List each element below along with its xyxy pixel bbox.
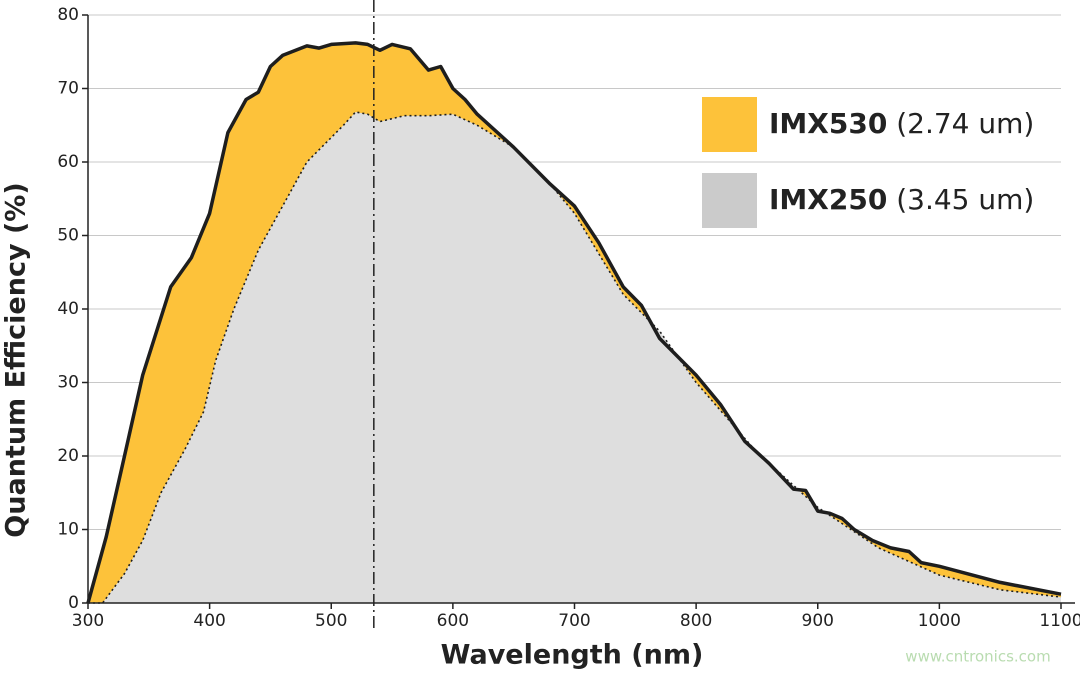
x-tick-label: 500 xyxy=(315,611,347,631)
x-tick-label: 300 xyxy=(72,611,104,631)
y-tick-label: 0 xyxy=(68,593,79,613)
legend-label-rest: (3.45 um) xyxy=(887,183,1034,216)
y-tick-label: 30 xyxy=(57,373,79,393)
y-tick-label: 50 xyxy=(57,226,79,246)
legend-label-bold: IMX250 xyxy=(769,183,887,216)
legend-label: IMX250 (3.45 um) xyxy=(769,183,1034,216)
y-tick-label: 70 xyxy=(57,79,79,99)
legend-label-bold: IMX530 xyxy=(769,107,887,140)
legend-swatch xyxy=(702,173,757,228)
legend-label-rest: (2.74 um) xyxy=(887,107,1034,140)
x-tick-label: 800 xyxy=(680,611,712,631)
x-tick-label: 1100 xyxy=(1039,611,1080,631)
area xyxy=(88,112,1061,603)
x-axis-title: Wavelength (nm) xyxy=(441,640,704,671)
y-tick-label: 40 xyxy=(57,299,79,319)
y-tick-label: 20 xyxy=(57,446,79,466)
y-tick-label: 10 xyxy=(57,520,79,540)
watermark: www.cntronics.com xyxy=(905,648,1050,666)
legend-label: IMX530 (2.74 um) xyxy=(769,107,1034,140)
x-tick-label: 600 xyxy=(437,611,469,631)
x-tick-label: 1000 xyxy=(918,611,961,631)
x-tick-label: 400 xyxy=(193,611,225,631)
x-tick-label: 900 xyxy=(802,611,834,631)
legend-swatch xyxy=(702,97,757,152)
y-tick-label: 80 xyxy=(57,5,79,25)
y-tick-label: 60 xyxy=(57,152,79,172)
y-axis-title: Quantum Efficiency (%) xyxy=(1,182,32,537)
line xyxy=(86,41,1062,604)
x-tick-label: 700 xyxy=(558,611,590,631)
